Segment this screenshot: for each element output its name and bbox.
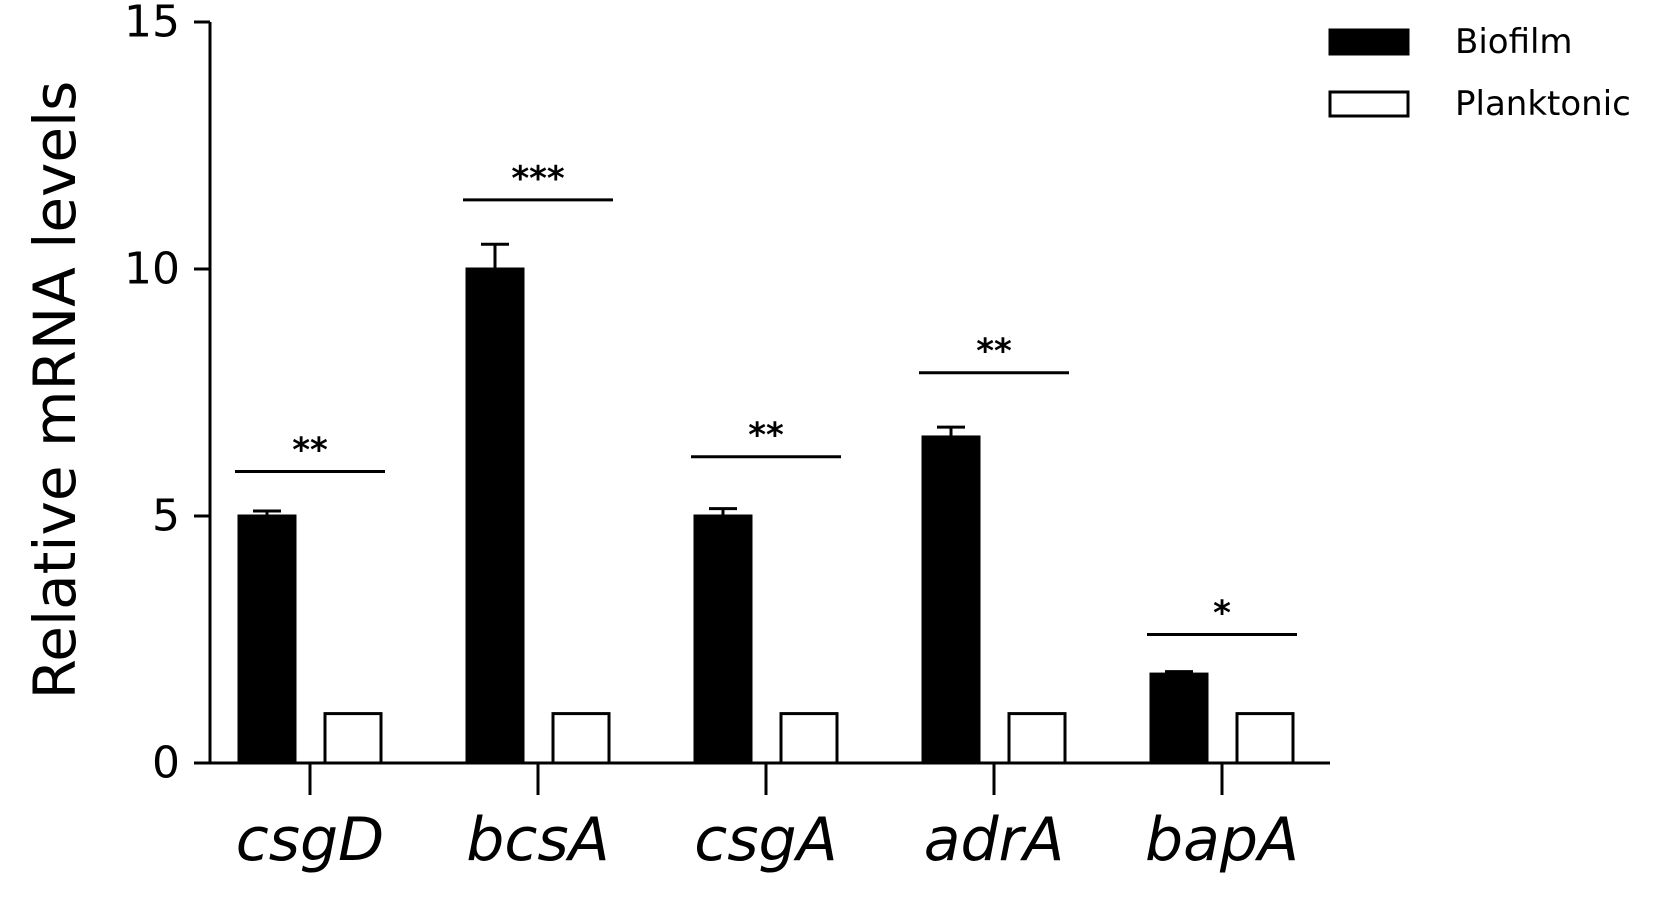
legend-label: Planktonic — [1455, 84, 1631, 124]
significance-markers: ********** — [235, 159, 1297, 637]
x-ticks: csgD bcsA csgA adrA bapA — [236, 763, 1299, 875]
y-tick-label: 15 — [124, 0, 180, 48]
x-tick-label: csgA — [694, 805, 837, 875]
legend-swatch — [1328, 28, 1410, 56]
y-tick-label: 0 — [152, 738, 180, 789]
legend: Biofilm Planktonic — [1328, 22, 1631, 124]
bar-biofilm-csgA — [693, 514, 753, 765]
x-tick-label: bapA — [1145, 805, 1299, 875]
significance-label: * — [1213, 594, 1231, 634]
y-tick-label: 10 — [124, 244, 180, 295]
bars — [237, 242, 1295, 765]
significance-label: ** — [976, 332, 1012, 372]
legend-swatch — [1328, 90, 1410, 118]
bar-biofilm-csgD — [237, 514, 297, 765]
y-ticks: 0 5 10 15 — [124, 0, 210, 789]
bar-biofilm-adrA — [921, 435, 981, 765]
x-tick-label: adrA — [924, 805, 1065, 875]
bar-planktonic-csgD — [323, 712, 383, 765]
bar-planktonic-bcsA — [551, 712, 611, 765]
significance-label: ** — [292, 431, 328, 471]
y-axis: 0 5 10 15 Relative mRNA levels — [21, 0, 212, 789]
bar-biofilm-bcsA — [465, 267, 525, 765]
bar-planktonic-bapA — [1235, 712, 1295, 765]
significance-label: *** — [511, 159, 565, 199]
bar-planktonic-adrA — [1007, 712, 1067, 765]
significance-label: ** — [748, 416, 784, 456]
y-axis-label: Relative mRNA levels — [21, 81, 89, 700]
x-tick-label: csgD — [236, 805, 385, 875]
x-tick-label: bcsA — [466, 805, 609, 875]
x-axis: csgD bcsA csgA adrA bapA — [208, 761, 1330, 875]
bar-biofilm-bapA — [1149, 672, 1209, 765]
bar-planktonic-csgA — [779, 712, 839, 765]
y-tick-label: 5 — [152, 491, 180, 542]
legend-label: Biofilm — [1455, 22, 1573, 62]
